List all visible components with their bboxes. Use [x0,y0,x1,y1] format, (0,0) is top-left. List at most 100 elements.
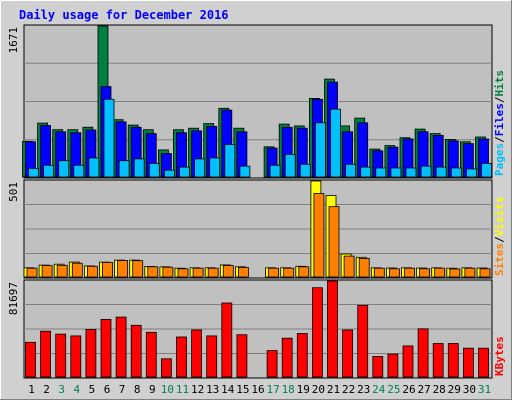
bar-sites-day-27 [419,268,431,278]
series-label-part: Sites [493,243,506,276]
x-tick-label-17: 17 [266,383,279,396]
bar-kbytes-day-2 [40,330,51,378]
x-tick-label-1: 1 [28,383,35,396]
x-tick-label-3: 3 [58,383,65,396]
bar-kbytes-day-3 [55,333,67,378]
bar-sites-day-3 [56,264,68,278]
x-tick-label-26: 26 [402,383,415,396]
bar-sites-day-19 [298,266,310,278]
series-label-part: Hits [493,70,506,97]
panel-visits-sites: 501 Sites/Visits [7,179,506,279]
x-tick-label-16: 16 [251,383,264,396]
bar-kbytes-day-10 [160,358,172,378]
bar-kbytes-day-23 [357,304,369,378]
bar-kbytes-day-5 [85,328,97,378]
bar-pages-day-24 [375,167,387,178]
bar-kbytes-day-21 [327,280,338,378]
x-tick-label-11: 11 [176,383,189,396]
bar-kbytes-day-4 [70,335,82,378]
bar-kbytes-day-12 [191,329,203,378]
bar-pages-day-1 [28,167,39,178]
x-tick-label-14: 14 [221,383,235,396]
series-label-visits-sites: Sites/Visits [493,197,506,277]
bar-kbytes-day-26 [402,345,414,378]
x-tick-label-13: 13 [206,383,219,396]
bar-sites-day-25 [388,268,400,278]
bar-kbytes-day-17 [266,350,278,378]
y-max-label: 1671 [7,27,20,54]
bar-sites-day-23 [358,257,370,278]
x-tick-label-21: 21 [327,383,340,396]
bar-sites-day-31 [479,268,491,278]
bar-pages-day-5 [88,157,100,178]
bar-sites-day-5 [87,265,98,278]
bar-kbytes-day-29 [447,343,459,378]
x-tick-label-27: 27 [417,383,430,396]
x-tick-label-25: 25 [387,383,400,396]
x-tick-label-19: 19 [297,383,310,396]
x-tick-label-8: 8 [134,383,141,396]
x-tick-label-23: 23 [357,383,370,396]
series-label-part: / [493,96,506,103]
bar-sites-day-11 [177,268,189,278]
x-tick-label-2: 2 [43,383,50,396]
x-tick-label-4: 4 [73,383,80,396]
bar-kbytes-day-30 [462,347,474,378]
bar-sites-day-2 [41,265,53,278]
bar-pages-day-22 [345,163,357,178]
bar-sites-day-24 [373,267,385,278]
bar-kbytes-day-18 [281,337,293,378]
bar-pages-day-12 [194,158,206,178]
x-tick-label-31: 31 [478,383,491,396]
bar-sites-day-26 [404,267,415,278]
bar-pages-day-8 [133,158,145,178]
bar-sites-day-1 [26,267,38,278]
bar-sites-day-15 [237,266,249,278]
bar-sites-day-10 [162,266,174,278]
x-tick-label-24: 24 [372,383,386,396]
series-label-part: KBytes [493,336,506,376]
x-tick-label-9: 9 [149,383,156,396]
bar-sites-day-18 [283,267,295,278]
bar-pages-day-19 [299,163,311,178]
x-tick-label-12: 12 [191,383,204,396]
bar-kbytes-day-15 [236,334,248,378]
series-label-part: / [493,136,506,143]
bar-sites-day-17 [268,267,280,278]
y-max-label: 81697 [7,282,20,315]
bar-sites-day-14 [222,265,234,278]
bar-pages-day-30 [465,168,477,178]
bar-kbytes-day-13 [206,335,218,378]
bar-kbytes-day-14 [221,302,233,378]
bar-pages-day-20 [314,122,326,178]
x-tick-label-6: 6 [104,383,111,396]
x-tick-label-7: 7 [119,383,126,396]
bar-pages-day-3 [58,160,70,178]
chart-panels: 1671Pages/Files/Hits501Sites/Visits81697… [7,24,506,379]
bar-sites-day-12 [192,267,204,278]
bar-kbytes-day-20 [311,287,323,378]
bar-pages-day-31 [481,162,492,178]
bar-kbytes-day-19 [296,333,308,378]
x-tick-label-5: 5 [89,383,96,396]
bar-pages-day-23 [360,166,372,178]
bar-pages-day-25 [390,167,402,178]
x-tick-label-18: 18 [282,383,295,396]
series-label-part: Files [493,103,506,136]
bar-kbytes-day-27 [417,328,429,378]
bar-sites-day-9 [147,266,159,278]
bar-pages-day-11 [179,166,190,178]
bar-sites-day-29 [449,268,461,278]
series-label-part: / [493,236,506,243]
bar-kbytes-day-7 [115,316,127,378]
bar-sites-day-28 [434,267,446,278]
bar-sites-day-7 [117,260,128,278]
series-label-part: Visits [493,197,506,237]
bar-kbytes-day-6 [100,318,112,378]
bar-pages-day-26 [405,167,417,178]
bar-kbytes-day-8 [130,324,142,378]
bar-pages-day-13 [209,157,221,178]
bar-sites-day-6 [102,261,113,278]
bar-pages-day-10 [163,169,175,178]
